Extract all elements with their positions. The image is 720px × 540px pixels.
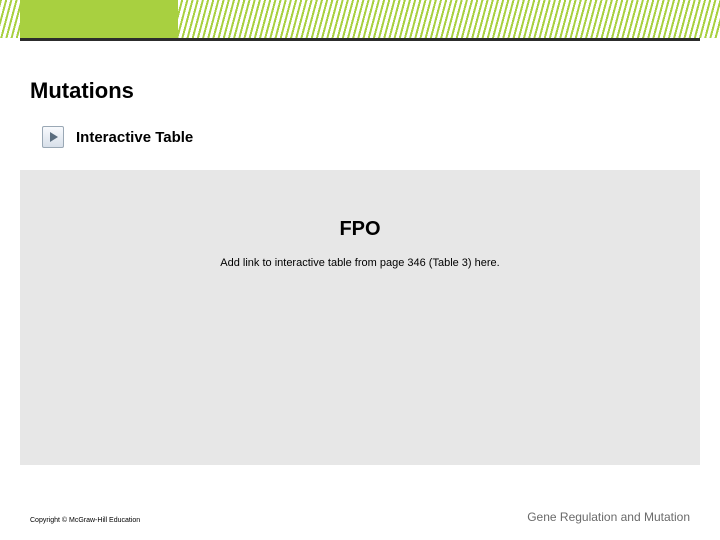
placeholder-instruction: Add link to interactive table from page … (20, 257, 700, 269)
footer: Copyright © McGraw-Hill Education Gene R… (30, 510, 690, 524)
page-title: Mutations (30, 78, 690, 104)
header-band (0, 0, 720, 38)
content-area: Mutations Interactive Table (30, 78, 690, 160)
play-triangle (50, 132, 58, 142)
play-icon[interactable] (42, 126, 64, 148)
placeholder-region: FPO Add link to interactive table from p… (20, 170, 700, 465)
header-underline (20, 38, 700, 41)
subtitle: Interactive Table (76, 129, 193, 146)
subtitle-row: Interactive Table (42, 126, 690, 148)
fpo-label: FPO (20, 170, 700, 241)
header-tab (20, 0, 178, 38)
chapter-label: Gene Regulation and Mutation (527, 510, 690, 524)
copyright-text: Copyright © McGraw-Hill Education (30, 517, 140, 524)
